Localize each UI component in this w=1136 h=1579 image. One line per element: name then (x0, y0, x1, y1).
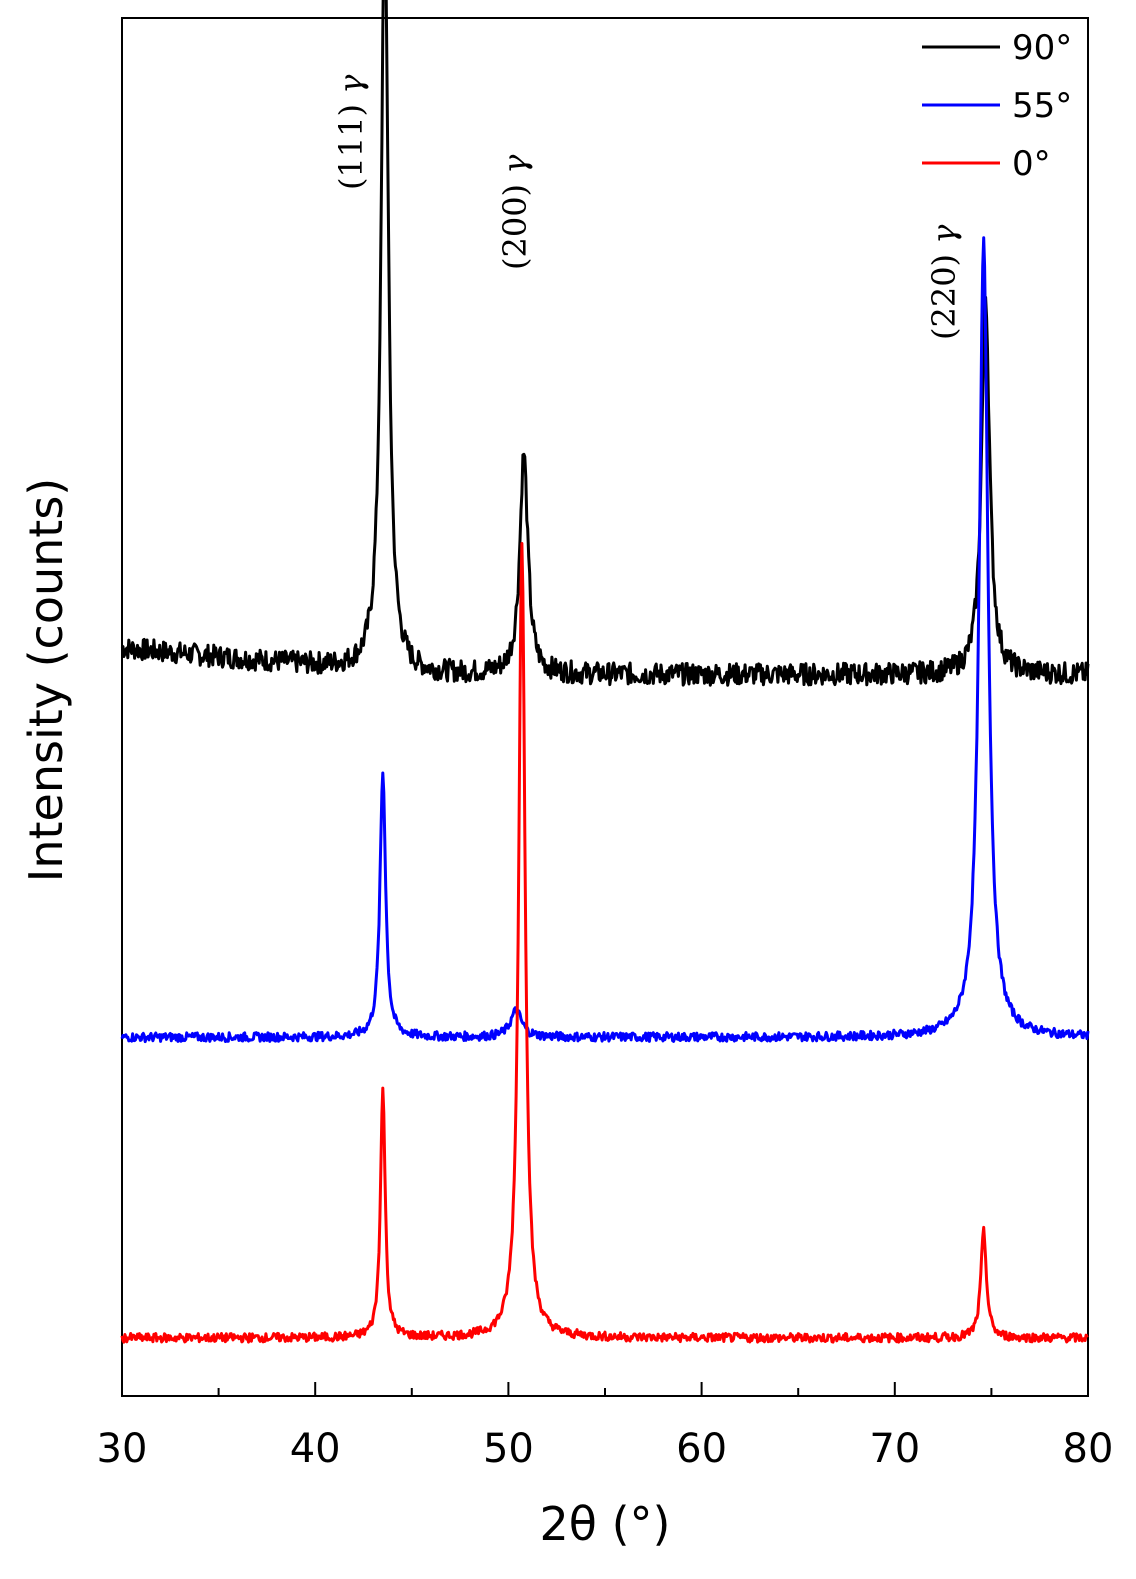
peak-label-1: (111) γ (332, 74, 370, 190)
series-traces (120, 0, 1090, 1344)
x-axis-ticks: 30 40 50 60 70 80 (97, 1382, 1114, 1472)
legend-label-1: 90° (1012, 28, 1072, 68)
y-axis-title: Intensity (counts) (19, 478, 73, 882)
x-tick-label: 70 (869, 1426, 920, 1472)
peak-annotations: (111) γ (200) γ (220) γ (332, 74, 963, 340)
x-tick-label: 60 (676, 1426, 727, 1472)
x-tick-label: 50 (483, 1426, 534, 1472)
x-tick-label: 80 (1063, 1426, 1114, 1472)
x-axis-title: 2θ (°) (540, 1497, 671, 1551)
series-line-2 (120, 236, 1090, 1044)
legend: 90° 55° 0° (922, 28, 1072, 184)
x-tick-label: 40 (290, 1426, 341, 1472)
legend-label-2: 55° (1012, 86, 1072, 126)
peak-label-2: (200) γ (496, 154, 534, 270)
peak-label-3: (220) γ (925, 224, 963, 340)
series-line-3 (120, 542, 1089, 1344)
plot-area (121, 17, 1089, 1397)
legend-label-3: 0° (1012, 144, 1051, 184)
series-line-1 (120, 0, 1090, 687)
x-tick-label: 30 (97, 1426, 148, 1472)
